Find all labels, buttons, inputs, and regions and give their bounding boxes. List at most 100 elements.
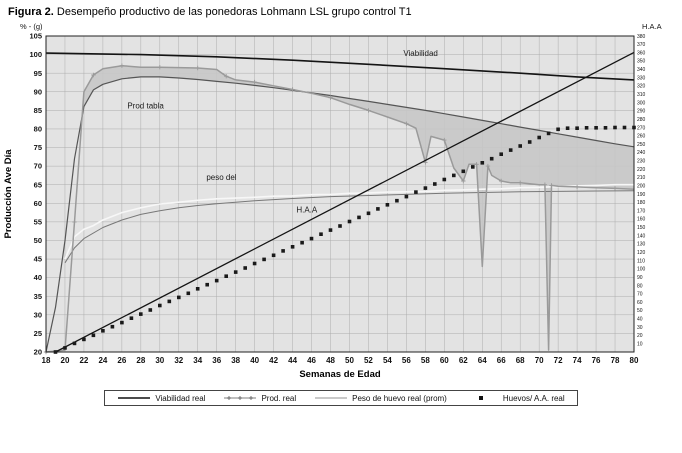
svg-text:110: 110 [637,258,645,264]
svg-text:190: 190 [637,192,646,198]
svg-text:42: 42 [269,356,278,365]
svg-text:72: 72 [554,356,563,365]
legend-swatch-line-dark [118,397,151,399]
svg-text:270: 270 [637,125,646,131]
svg-text:370: 370 [637,42,646,48]
svg-text:210: 210 [637,175,646,181]
svg-text:65: 65 [34,180,42,189]
svg-text:30: 30 [155,356,164,365]
y-right-axis-title: H.A.A [642,22,662,31]
svg-text:74: 74 [573,356,582,365]
svg-text:80: 80 [637,283,643,289]
svg-text:45: 45 [34,255,42,264]
svg-text:60: 60 [34,199,42,208]
y-left-axis-title: Producción Ave Día [3,149,14,239]
svg-text:90: 90 [637,275,643,281]
band-prod [83,65,634,351]
svg-text:50: 50 [637,308,643,314]
svg-text:260: 260 [637,134,646,140]
svg-text:20: 20 [34,348,42,357]
svg-text:68: 68 [516,356,525,365]
svg-text:50: 50 [34,236,42,245]
svg-text:60: 60 [637,300,643,306]
svg-text:75: 75 [34,143,42,152]
legend-item-peso-huevo-real: Peso de huevo real (prom) [314,393,447,403]
legend-swatch-square [478,396,483,400]
svg-text:320: 320 [637,84,646,90]
svg-text:220: 220 [637,167,646,173]
svg-text:28: 28 [136,356,145,365]
svg-text:34: 34 [193,356,202,365]
legend-label: Viabilidad real [155,393,206,403]
svg-text:20: 20 [61,356,70,365]
figure-caption: Figura 2. Desempeño productivo de las po… [0,0,682,20]
svg-text:35: 35 [34,292,42,301]
y-left-unit-label: % - (g) [20,22,43,31]
x-tick-labels: 18 20 22 24 26 28 30 32 34 36 38 40 42 44 46 48 50 52 54 56… [42,356,639,365]
svg-text:18: 18 [42,356,51,365]
svg-text:40: 40 [250,356,259,365]
svg-text:40: 40 [637,317,643,323]
legend-label: Huevos/ A.A. real [502,393,565,403]
svg-text:150: 150 [637,225,646,231]
svg-text:58: 58 [421,356,430,365]
svg-text:80: 80 [630,356,639,365]
svg-text:180: 180 [637,200,646,206]
svg-text:78: 78 [611,356,620,365]
y-right-tick-labels: 10 20 30 40 50 60 70 80 90 100 110 120 130 140 150 160 1… [637,34,646,348]
x-axis-title: Semanas de Edad [299,369,381,380]
svg-text:310: 310 [637,92,646,98]
svg-text:280: 280 [637,117,646,123]
svg-text:360: 360 [637,50,646,56]
svg-text:340: 340 [637,67,646,73]
annotation-prod-tabla: Prod tabla [127,101,164,110]
figure-label: Figura 2. [8,6,54,18]
svg-text:200: 200 [637,183,646,189]
svg-text:300: 300 [637,100,646,106]
legend-item-viabilidad-real: Viabilidad real [117,393,205,403]
svg-text:330: 330 [637,75,646,81]
svg-text:46: 46 [307,356,316,365]
svg-text:100: 100 [29,50,42,59]
legend-box: Viabilidad real Prod. real Peso de huevo r… [104,390,578,406]
svg-text:32: 32 [174,356,183,365]
svg-text:30: 30 [637,325,643,331]
svg-text:100: 100 [637,267,646,273]
series-peso_real [64,183,634,260]
svg-text:380: 380 [637,34,646,40]
legend-swatch-line-plus [224,396,257,400]
svg-text:10: 10 [637,341,643,347]
svg-text:52: 52 [364,356,373,365]
svg-text:120: 120 [637,250,646,256]
svg-text:48: 48 [326,356,335,365]
svg-text:90: 90 [34,87,42,96]
svg-text:38: 38 [231,356,240,365]
svg-text:56: 56 [402,356,411,365]
svg-text:76: 76 [592,356,601,365]
y-left-tick-labels: 20 25 30 35 40 45 50 55 60 65 70 75 80 85 90 95 100 105 [29,32,42,357]
svg-text:130: 130 [637,242,646,248]
legend: Viabilidad real Prod. real Peso de huevo r… [0,390,682,406]
svg-text:20: 20 [637,333,643,339]
annotation-h-a-a: H.A.A [296,206,318,215]
series-haa_tabla [55,51,635,353]
legend-swatch-line-light [315,397,348,399]
legend-label: Prod. real [261,393,297,403]
svg-text:54: 54 [383,356,392,365]
svg-text:85: 85 [34,106,42,115]
svg-text:36: 36 [212,356,221,365]
svg-text:160: 160 [637,217,646,223]
svg-text:55: 55 [34,217,42,226]
plot-border [45,35,635,353]
svg-text:70: 70 [34,162,42,171]
legend-label: Peso de huevo real (prom) [352,393,447,403]
svg-text:60: 60 [440,356,449,365]
series-viabilidad_real [45,52,635,81]
svg-text:22: 22 [79,356,88,365]
svg-text:25: 25 [34,329,42,338]
legend-item-prod-real: Prod. real [223,393,296,403]
series-peso_tabla [64,190,635,264]
annotation-peso-del: peso del [206,173,236,182]
svg-text:50: 50 [345,356,354,365]
svg-text:30: 30 [34,310,42,319]
